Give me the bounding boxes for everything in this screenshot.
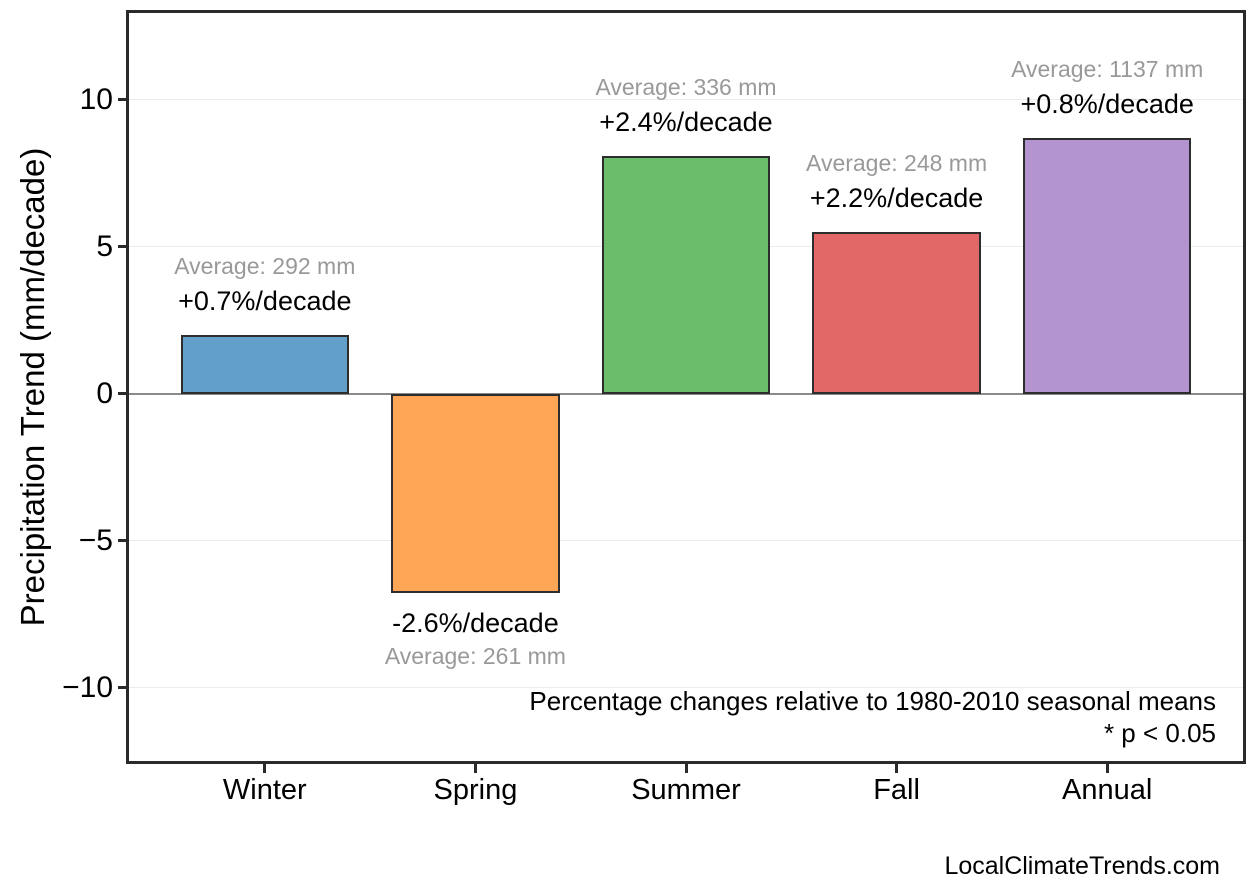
x-tick-mark [684, 764, 688, 773]
bar-trend-label: -2.6%/decade [392, 608, 559, 639]
x-tick-mark [895, 764, 899, 773]
y-tick-label: −5 [78, 523, 113, 557]
x-tick-label-fall: Fall [873, 774, 920, 806]
gridline-y--10 [129, 687, 1243, 689]
x-tick-label-winter: Winter [222, 774, 307, 806]
y-tick-label: −10 [62, 670, 113, 704]
x-tick-mark [263, 764, 267, 773]
bar-trend-label: +2.4%/decade [599, 106, 773, 137]
y-tick-mark [118, 245, 129, 249]
annotation-line-2: * p < 0.05 [1103, 718, 1216, 748]
bar-annual [1022, 137, 1192, 394]
watermark: LocalClimateTrends.com [944, 852, 1220, 880]
gridline-y-10 [129, 99, 1243, 101]
bar-trend-label: +0.8%/decade [1020, 88, 1194, 119]
y-tick-mark [118, 98, 129, 102]
x-tick-label-spring: Spring [433, 774, 518, 806]
y-tick-mark [118, 392, 129, 396]
x-tick-label-summer: Summer [631, 774, 741, 806]
bar-winter [180, 334, 350, 394]
gridline-y--5 [129, 540, 1243, 542]
y-tick-mark [118, 539, 129, 543]
x-tick-mark [1105, 764, 1109, 773]
x-tick-mark [473, 764, 477, 773]
annotation-note: Percentage changes relative to 1980-2010… [529, 685, 1216, 749]
bar-trend-label: +2.2%/decade [809, 182, 984, 213]
y-tick-label: 10 [79, 82, 113, 116]
bar-average-label: Average: 261 mm [384, 643, 566, 670]
x-tick-label-annual: Annual [1062, 774, 1153, 806]
bar-average-label: Average: 1137 mm [1011, 55, 1204, 82]
y-tick-mark [118, 686, 129, 690]
bar-spring [391, 393, 560, 594]
y-tick-label: 5 [96, 229, 113, 263]
bar-summer [601, 155, 771, 394]
bar-trend-label: +0.7%/decade [178, 285, 352, 316]
zero-line [129, 392, 1243, 395]
bar-fall [812, 231, 981, 394]
bar-average-label: Average: 292 mm [174, 252, 356, 279]
bar-average-label: Average: 248 mm [806, 149, 988, 176]
y-tick-label: 0 [96, 376, 113, 410]
plot-area: Average: 292 mm +0.7%/decade Average: 261 … [129, 13, 1243, 761]
annotation-line-1: Percentage changes relative to 1980-2010… [529, 686, 1216, 716]
bar-average-label: Average: 336 mm [595, 73, 777, 100]
